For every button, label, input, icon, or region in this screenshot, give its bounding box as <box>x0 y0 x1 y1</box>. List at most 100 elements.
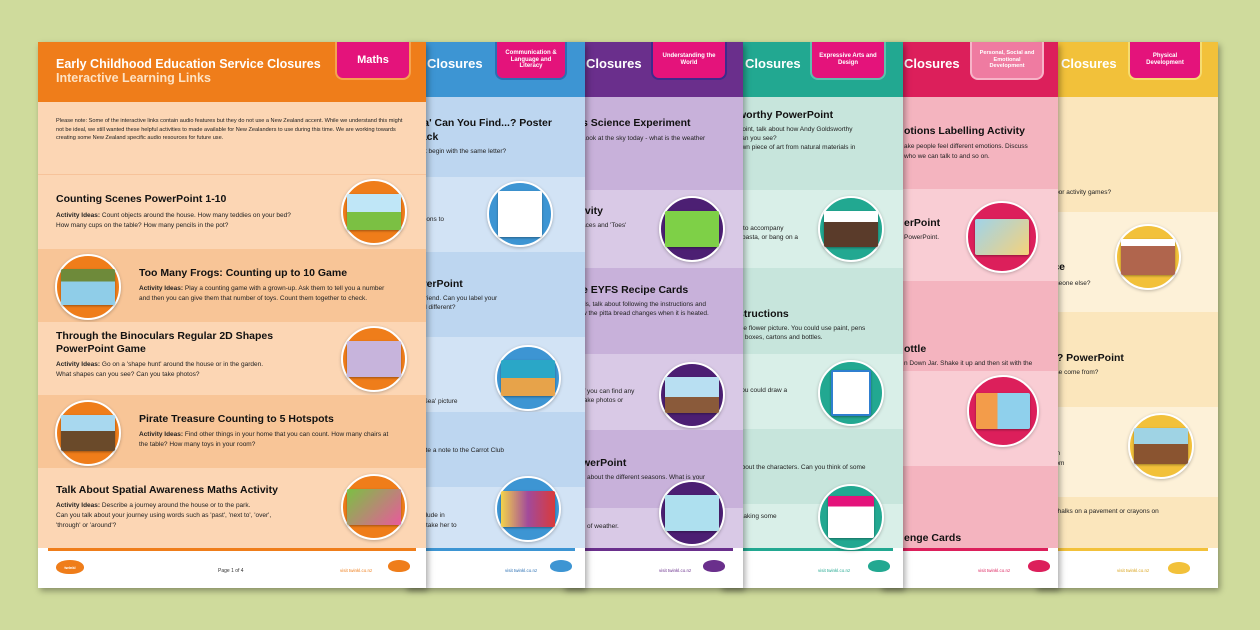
footer-url[interactable]: visit twinkl.co.nz <box>505 568 538 573</box>
activity-title: on 'a' Can You Find...? Poster <box>405 117 552 129</box>
activity-desc: aces and 'Toes' <box>582 222 627 229</box>
activity-desc: ds, talk about following the instruction… <box>582 301 706 308</box>
activity-row: r questions to <box>405 177 585 252</box>
activity-desc: Activity Ideas: Count objects around the… <box>56 211 291 220</box>
activity-desc: r pasta, or bang on a <box>738 234 798 241</box>
twinkl-logo-icon <box>388 560 410 572</box>
activity-link[interactable]: Too Many Frogs: Counting up to 10 Game <box>139 267 348 279</box>
activity-desc: What shapes can you see? Can you take ph… <box>56 371 200 378</box>
footer-url[interactable]: visit twinkl.co.nz <box>1117 568 1150 573</box>
activity-desc: about the characters. Can you think of s… <box>738 464 866 471</box>
activity-row: you could draw a <box>720 354 903 429</box>
activity-row: Too Many Frogs: Counting up to 10 Game A… <box>38 249 426 322</box>
activity-desc-line: Go on a 'shape hunt' around the house or… <box>101 361 264 368</box>
activity-desc: the flower picture. You could use paint,… <box>738 325 866 332</box>
activity-desc-line: Count objects around the house. How many… <box>101 212 291 219</box>
activity-title: worthy PowerPoint <box>738 109 834 121</box>
activity-desc: own piece of art from natural materials … <box>738 144 856 151</box>
footer-url[interactable]: visit twinkl.co.nz <box>340 568 373 573</box>
activity-desc: Activity Ideas: Go on a 'shape hunt' aro… <box>56 360 263 369</box>
subject-tag: Physical Development <box>1128 42 1202 80</box>
activity-desc: for someone else? <box>1037 280 1091 287</box>
activity-thumbnail[interactable] <box>659 480 725 546</box>
activity-desc: k about the different seasons. What is y… <box>582 474 706 481</box>
activity-title: e EYFS Recipe Cards <box>582 284 689 296</box>
activity-link[interactable]: Through the Binoculars Regular 2D Shapes <box>56 330 274 342</box>
sheet-footer: visit twinkl.co.nz <box>563 548 743 588</box>
activity-row: using chalks on a pavement or crayons on… <box>1035 497 1218 548</box>
sheet-understanding-the-world: Closures Understanding the World s Scien… <box>563 42 743 588</box>
activity-thumbnail[interactable] <box>487 181 553 247</box>
activity-desc: making some <box>738 513 777 520</box>
activity-desc: n outdoor activity games? <box>1037 189 1112 196</box>
activity-row: rence for someone else? <box>1035 212 1218 312</box>
activity-thumbnail[interactable] <box>967 375 1039 447</box>
activity-row: you write a note to the Carrot Club to j… <box>405 412 585 487</box>
activity-desc: me and different? <box>405 304 456 311</box>
sheet-communication-language-literacy: Closures Communication & Language and Li… <box>405 42 585 588</box>
activity-label: Activity Ideas: <box>139 285 184 292</box>
activity-link[interactable]: Talk About Spatial Awareness Maths Activ… <box>56 484 278 496</box>
activity-desc-line: Play a counting game with a grown-up. As… <box>184 285 385 292</box>
activity-thumbnail[interactable] <box>55 400 121 466</box>
activity-desc: ty boxes, cartons and bottles. <box>738 334 823 341</box>
activity-row: Talk About Spatial Awareness Maths Activ… <box>38 468 426 548</box>
activity-thumbnail[interactable] <box>818 196 884 262</box>
activity-row: enge Cards smells, sights, sounds, taste… <box>880 466 1058 556</box>
activity-thumbnail[interactable] <box>1115 224 1181 290</box>
activity-thumbnail[interactable] <box>818 484 884 550</box>
activity-title: ivity <box>582 205 604 217</box>
twinkl-logo-icon <box>703 560 725 572</box>
footer-url[interactable]: visit twinkl.co.nz <box>659 568 692 573</box>
subject-tag: Communication & Language and Literacy <box>495 42 567 80</box>
footer-url[interactable]: visit twinkl.co.nz <box>818 568 851 573</box>
activity-desc: rds that begin with the same letter? <box>405 148 507 155</box>
activity-row: structions the flower picture. You could… <box>720 268 903 354</box>
sheet-footer: visit twinkl.co.nz <box>405 548 585 588</box>
activity-thumbnail[interactable] <box>495 345 561 411</box>
activity-desc: ur house come from? <box>1037 369 1099 376</box>
activity-thumbnail[interactable] <box>55 254 121 320</box>
activity-row: Counting Scenes PowerPoint 1-10 Activity… <box>38 174 426 249</box>
activity-desc: n Down Jar. Shake it up and then sit wit… <box>904 360 1033 367</box>
closures-label: Closures <box>586 56 642 71</box>
activity-row: otions Labelling Activity ake people fee… <box>880 97 1058 189</box>
activity-desc-line: Find other things in your home that you … <box>184 431 389 438</box>
activity-title: erPoint <box>904 217 941 229</box>
activity-title: structions <box>738 308 789 320</box>
activity-desc: How many cups on the table? How many pen… <box>56 222 229 229</box>
activity-link[interactable]: Counting Scenes PowerPoint 1-10 <box>56 193 227 205</box>
activity-thumbnail[interactable] <box>966 201 1038 273</box>
page-number: Page 1 of 4 <box>218 568 244 574</box>
activity-link[interactable]: Pirate Treasure Counting to 5 Hotspots <box>139 413 334 425</box>
closures-label: Closures <box>427 56 483 71</box>
activity-thumbnail[interactable] <box>659 362 725 428</box>
activity-desc: can you see? <box>738 135 777 142</box>
twinkl-logo-icon <box>1168 562 1190 574</box>
activity-desc: s to accompany <box>738 225 784 232</box>
activity-desc: you could draw a <box>738 387 788 394</box>
activity-row: worthy PowerPoint Point, talk about how … <box>720 97 903 190</box>
activity-title: ottle <box>904 343 927 355</box>
closures-label: Closures <box>745 56 801 71</box>
activity-thumbnail[interactable] <box>818 360 884 426</box>
activity-thumbnail[interactable] <box>1128 413 1194 479</box>
sheet-maths: Early Childhood Education Service Closur… <box>38 42 426 588</box>
activity-desc: and a friend. Can you label your <box>405 295 498 302</box>
footer-url[interactable]: visit twinkl.co.nz <box>978 568 1011 573</box>
twinkl-logo-icon <box>868 560 890 572</box>
activity-thumbnail[interactable] <box>341 326 407 392</box>
activity-desc: Look at the sky today - what is the weat… <box>582 135 706 142</box>
activity-desc: w the pitta bread changes when it is hea… <box>582 310 709 317</box>
sheet-footer: visit twinkl.co.nz <box>880 548 1058 588</box>
activity-desc: who we can talk to and so on. <box>904 153 990 160</box>
activity-desc: the table? How many toys in your room? <box>139 441 256 448</box>
activity-thumbnail[interactable] <box>659 196 725 262</box>
activity-desc: Activity Ideas: Play a counting game wit… <box>139 284 384 293</box>
activity-desc: ake people feel different emotions. Disc… <box>904 143 1028 150</box>
activity-link[interactable]: PowerPoint Game <box>56 343 146 355</box>
activity-thumbnail[interactable] <box>341 179 407 245</box>
activity-thumbnail[interactable] <box>495 476 561 542</box>
activity-thumbnail[interactable] <box>341 474 407 540</box>
sheet-subtitle: Interactive Learning Links <box>56 71 211 85</box>
